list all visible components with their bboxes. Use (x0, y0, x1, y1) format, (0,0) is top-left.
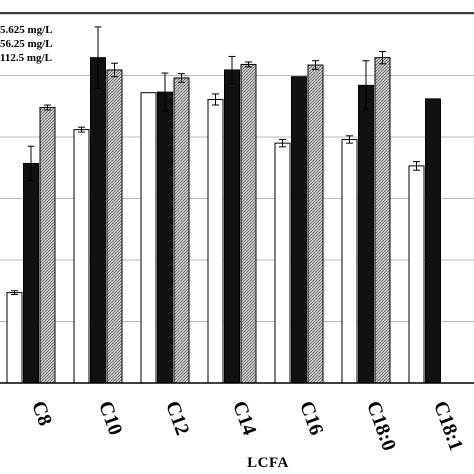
legend: 5.625 mg/L 56.25 mg/L 112.5 mg/L (0, 24, 53, 64)
bar-group-c10 (73, 26, 123, 384)
error-bar-c18-0-series-2 (362, 60, 370, 111)
bar-c16-series-2 (291, 76, 307, 384)
bar-c8-series-2 (23, 162, 39, 384)
bar-c10-series-3 (106, 69, 123, 384)
bar-c18-0-series-1 (341, 138, 358, 384)
bar-c12-series-2 (157, 91, 173, 384)
bars (6, 26, 441, 384)
legend-label-series-3: 112.5 mg/L (0, 52, 52, 64)
legend-label-series-1: 5.625 mg/L (0, 24, 53, 36)
error-bar-c10-series-3 (111, 62, 118, 78)
error-bar-c8-series-2 (27, 145, 35, 182)
bar-c14-series-3 (240, 63, 257, 384)
bar-group-c18-1 (408, 98, 441, 384)
bar-c18-0-series-2 (358, 84, 374, 384)
error-bar-c14-series-3 (245, 61, 252, 68)
x-tick-label-c18-1: C18:1 (429, 398, 467, 454)
error-bar-c10-series-1 (78, 126, 85, 133)
bar-c14-series-2 (224, 69, 240, 384)
bar-group-c18-0 (341, 51, 391, 384)
error-bar-c10-series-2 (94, 26, 102, 89)
bar-c10-series-2 (90, 57, 106, 384)
error-bar-c16-series-3 (312, 60, 319, 70)
error-bar-c14-series-2 (228, 55, 236, 84)
bar-c18-0-series-3 (374, 57, 391, 384)
x-tick-label-c18-0: C18:0 (362, 398, 400, 454)
x-tick-label-c8: C8 (27, 398, 56, 429)
bar-group-c14 (207, 55, 257, 384)
legend-label-series-2: 56.25 mg/L (0, 38, 53, 50)
axes (0, 12, 474, 384)
bar-c16-series-1 (274, 142, 291, 384)
x-tick-label-c16: C16 (295, 398, 327, 438)
bar-c16-series-3 (307, 64, 324, 384)
bar-c12-series-1 (140, 92, 157, 384)
bar-c18-1-series-1 (408, 165, 425, 384)
x-tick-label-c10: C10 (94, 398, 126, 438)
bar-group-c8 (6, 104, 56, 384)
bar-c8-series-3 (39, 106, 56, 384)
error-bar-c8-series-3 (44, 104, 51, 111)
x-tick-label-c14: C14 (228, 398, 260, 438)
error-bar-c18-1-series-1 (413, 161, 420, 171)
error-bar-c12-series-3 (178, 73, 185, 83)
error-bar-c18-0-series-3 (379, 51, 386, 65)
error-bar-c12-series-2 (161, 72, 169, 112)
bar-c10-series-1 (73, 129, 90, 384)
error-bar-c18-0-series-1 (346, 135, 353, 144)
bar-group-c12 (140, 72, 190, 384)
x-tick-label-c12: C12 (161, 398, 193, 438)
bar-c18-1-series-2 (425, 98, 441, 384)
bar-c14-series-1 (207, 98, 224, 384)
bar-c8-series-1 (6, 292, 23, 384)
bar-group-c16 (274, 60, 324, 384)
error-bar-c16-series-1 (279, 138, 286, 148)
bar-c12-series-3 (173, 77, 190, 384)
error-bar-c14-series-1 (212, 93, 219, 106)
error-bar-c8-series-1 (11, 290, 18, 295)
x-axis-title: LCFA (247, 455, 289, 471)
